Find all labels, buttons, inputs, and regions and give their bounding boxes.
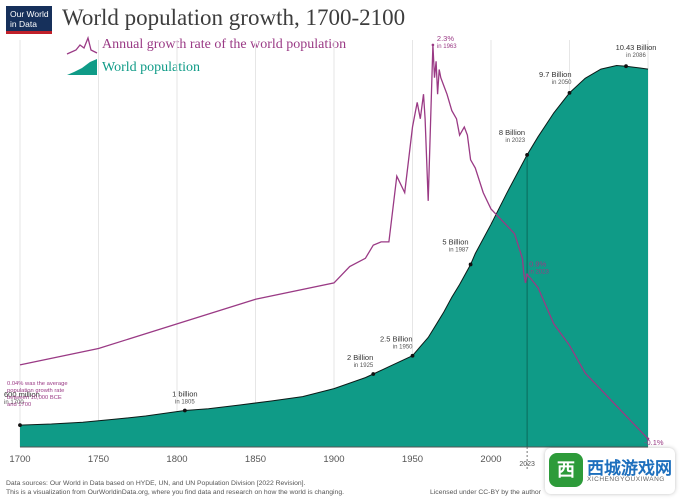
population-annotation-year: in 1925 xyxy=(354,363,374,369)
x-tick-label: 1900 xyxy=(323,454,344,465)
population-annotation-year: in 1987 xyxy=(449,247,469,253)
growth-annotation: -0.1% xyxy=(644,438,664,447)
watermark-badge-icon: 西 xyxy=(549,453,583,487)
legend-growth-label: Annual growth rate of the world populati… xyxy=(102,37,347,52)
population-marker xyxy=(624,64,628,69)
footer-line-1: Data sources: Our World in Data based on… xyxy=(6,480,306,487)
population-marker xyxy=(567,90,572,95)
population-marker xyxy=(371,372,376,376)
population-annotation-year: in 2086 xyxy=(626,53,646,59)
population-marker xyxy=(182,408,187,413)
population-marker xyxy=(525,153,530,157)
watermark-name: 西城游戏网 xyxy=(587,459,672,478)
growth-marker xyxy=(646,437,650,441)
population-annotation-year: in 2023 xyxy=(505,138,525,144)
x-tick-label: 1800 xyxy=(166,454,187,465)
site-watermark: 西 西城游戏网 XICHENGYOUXIWANG xyxy=(545,448,675,494)
footer-line-2: This is a visualization from OurWorldinD… xyxy=(6,489,345,496)
x-tick-label: 1850 xyxy=(245,454,266,465)
population-marker xyxy=(410,353,415,358)
population-area xyxy=(20,65,648,447)
growth-rate-line xyxy=(19,44,649,440)
legend-population-label: World population xyxy=(102,60,201,75)
projection-year-label: 2023 xyxy=(519,461,535,468)
footer-license: Licensed under CC-BY by the author xyxy=(430,489,541,496)
population-marker xyxy=(468,262,473,267)
population-annotation: 2 Billion xyxy=(347,353,373,362)
growth-note-line: population growth rate xyxy=(7,388,64,394)
population-annotation-year: in 1805 xyxy=(175,399,195,405)
chart-title: World population growth, 1700-2100 xyxy=(62,5,406,30)
watermark-subtitle: XICHENGYOUXIWANG xyxy=(587,476,665,483)
population-annotation: 8 Billion xyxy=(499,128,525,137)
growth-marker xyxy=(431,43,435,47)
growth-note-line: between 10,000 BCE xyxy=(7,395,62,401)
population-annotation: 600 million xyxy=(4,390,40,399)
x-tick-label: 1750 xyxy=(88,454,109,465)
growth-annotation-year: in 2023 xyxy=(529,270,549,276)
growth-note-line: and 1700 xyxy=(7,402,31,408)
population-annotation-year: in 2050 xyxy=(552,80,572,86)
population-annotation: 10.43 Billion xyxy=(616,43,657,52)
x-tick-label: 1700 xyxy=(9,454,30,465)
population-annotation: 5 Billion xyxy=(442,237,468,246)
population-annotation-year: in 1700 xyxy=(4,400,24,406)
growth-annotation-year: in 1963 xyxy=(437,44,457,50)
x-tick-label: 1950 xyxy=(402,454,423,465)
population-annotation: 2.5 Billion xyxy=(380,335,413,344)
legend-population-icon xyxy=(67,59,97,75)
population-marker xyxy=(18,423,22,427)
logo-accent-bar xyxy=(6,31,52,34)
population-annotation: 9.7 Billion xyxy=(539,70,572,79)
growth-annotation: 2.3% xyxy=(437,34,454,43)
legend-growth-icon xyxy=(66,36,98,55)
growth-note-line: 0.04% was the average xyxy=(7,381,68,387)
owid-logo: Our World in Data xyxy=(6,6,52,34)
population-annotation: 1 billion xyxy=(172,389,197,398)
footer-sources: Data sources: Our World in Data based on… xyxy=(6,479,344,497)
logo-line-1: Our World xyxy=(10,9,49,19)
growth-marker xyxy=(525,273,529,276)
x-tick-label: 2000 xyxy=(480,454,501,465)
population-annotation-year: in 1950 xyxy=(393,345,413,351)
logo-line-2: in Data xyxy=(10,19,37,29)
population-line xyxy=(19,64,649,426)
growth-annotation: 0.9% xyxy=(529,260,546,269)
